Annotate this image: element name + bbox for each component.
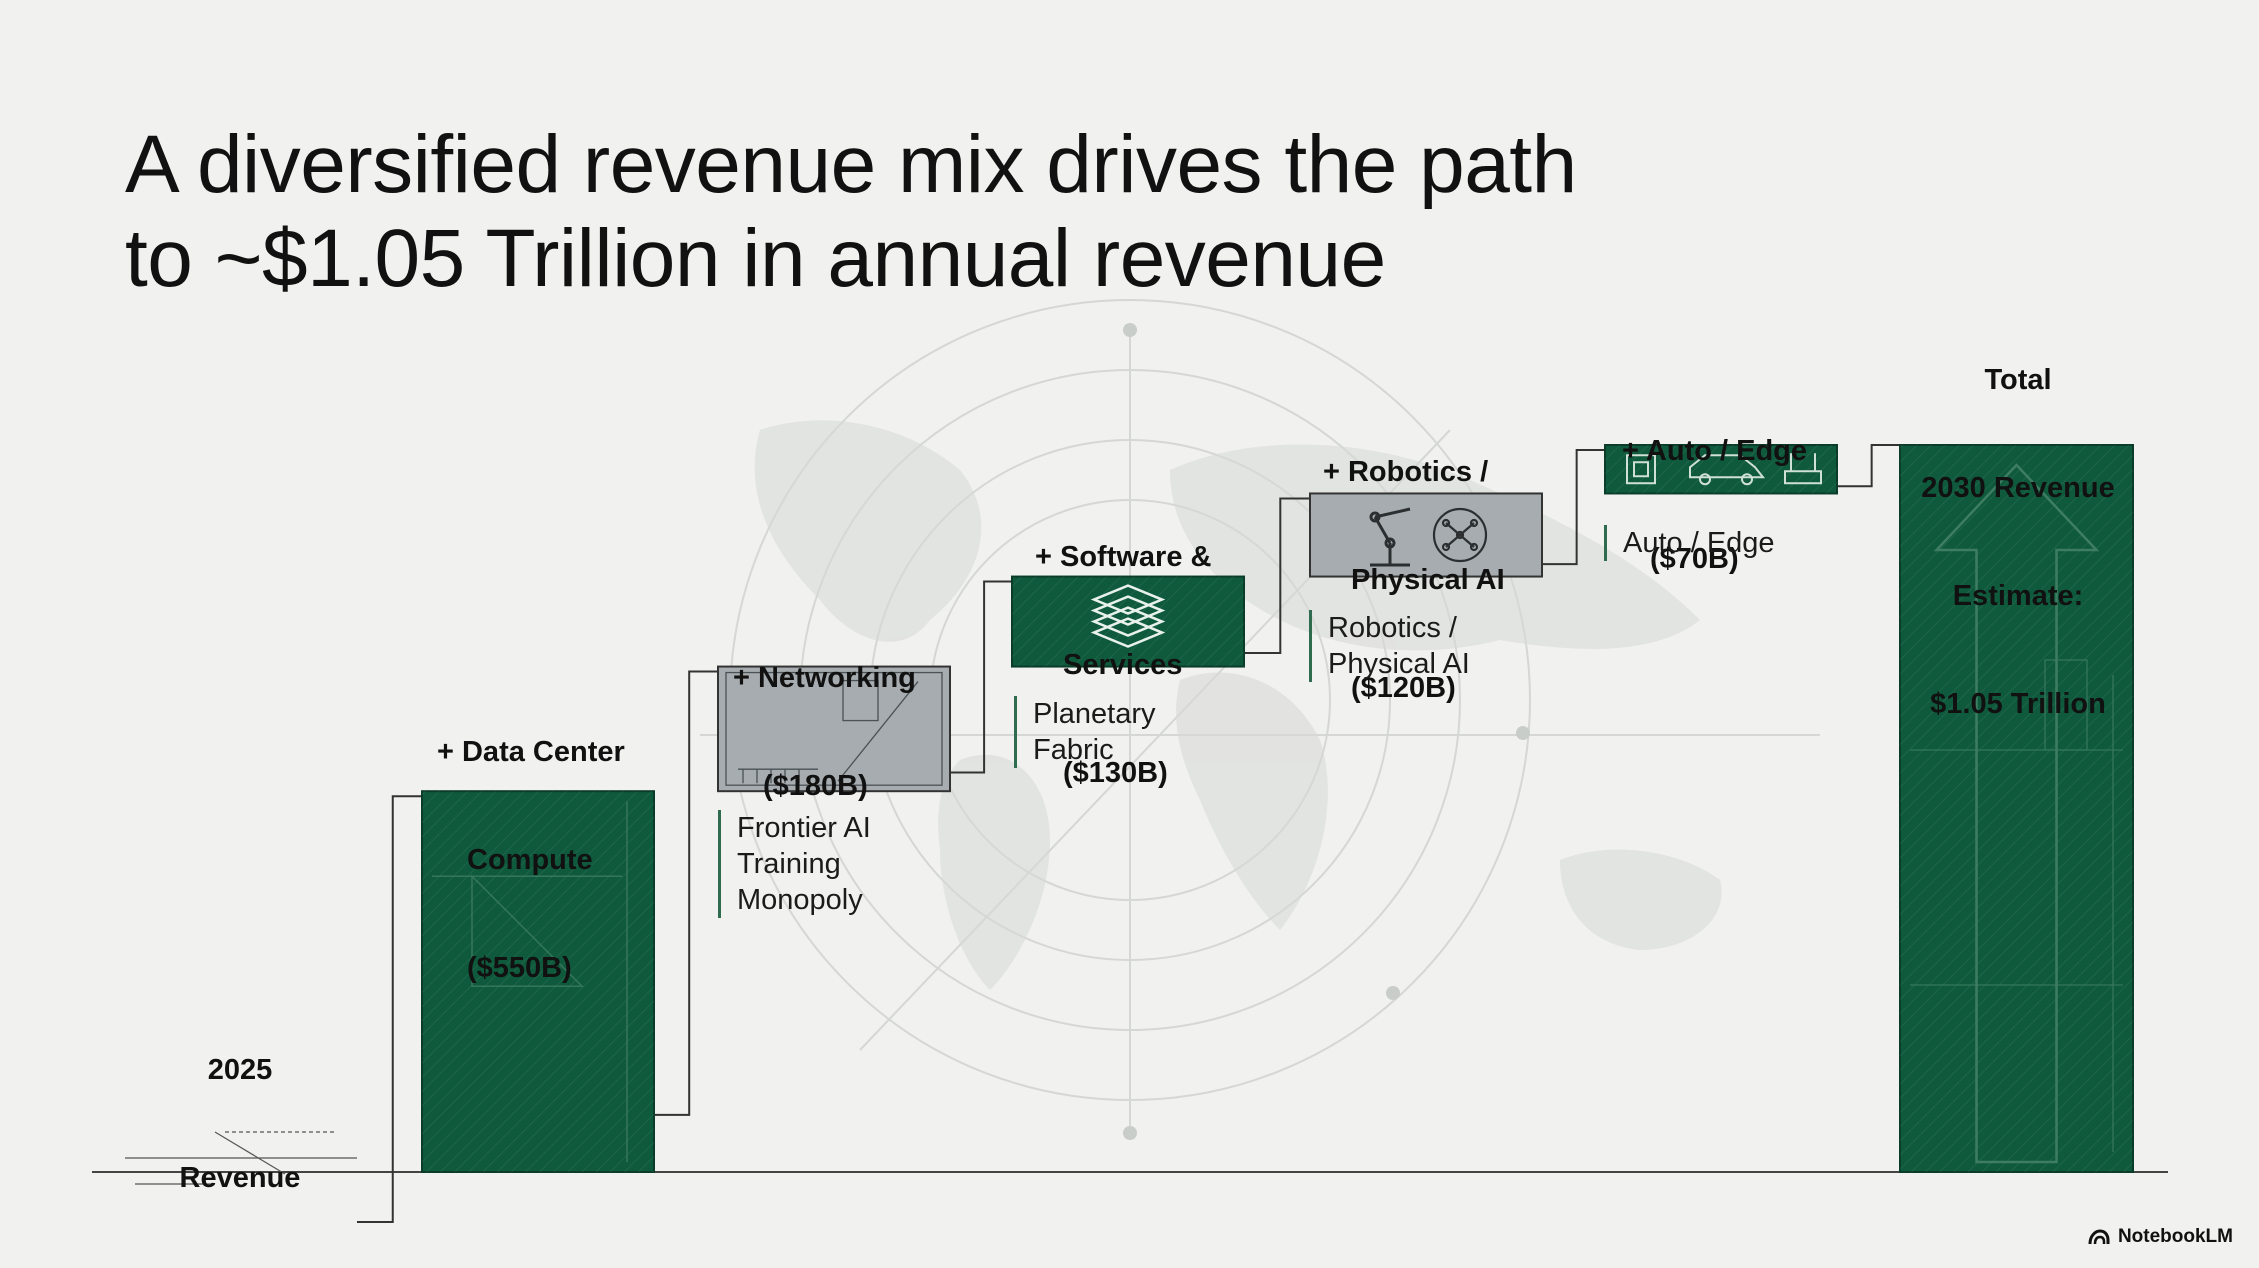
step-label-auto-edge-line-1: + Auto / Edge: [1622, 435, 1808, 467]
slide-title: A diversified revenue mix drives the pat…: [125, 118, 1577, 306]
step-label-auto-edge: + Auto / Edge ($70B): [1622, 361, 1807, 649]
desc-robotics-line-2: Physical AI: [1328, 648, 1470, 680]
step-label-total-line-3: Estimate:: [1952, 580, 2084, 612]
data-center-blueprint: [432, 801, 628, 1162]
bar-step-1: [421, 790, 655, 1173]
router-icon: [1784, 453, 1822, 485]
connector-4: [1542, 449, 1605, 566]
bar-step-4: [1309, 492, 1543, 578]
desc-robotics-line-1: Robotics /: [1328, 612, 1457, 644]
neural-network-icon: [1432, 507, 1488, 563]
step-label-software-line-3: ($130B): [1063, 757, 1168, 789]
desc-networking-line-1: Frontier AI: [737, 812, 871, 844]
step-label-data-center-line-2: Compute: [467, 844, 593, 876]
branding: NotebookLM: [2088, 1226, 2233, 1248]
blueprint-diagram-icon: [725, 671, 943, 786]
notebooklm-logo-icon: [2088, 1229, 2110, 1245]
step-label-robotics-line-2: Physical AI: [1351, 564, 1505, 596]
chip-icon: [1626, 454, 1656, 485]
step-label-software-line-1: + Software &: [1035, 541, 1212, 573]
total-blueprint: [1910, 659, 2123, 1152]
step-label-robotics-line-3: ($120B): [1351, 672, 1456, 704]
connector-5: [1837, 444, 1900, 488]
desc-software-line-1: Planetary: [1033, 698, 1156, 730]
robot-arm-icon: [1369, 507, 1411, 567]
desc-networking: Frontier AI Training Monopoly: [718, 810, 871, 918]
step-label-data-center-line-1: + Data Center: [437, 736, 625, 768]
bar-step-5: [1604, 444, 1838, 495]
base-blueprint: [125, 1131, 357, 1185]
desc-networking-line-3: Monopoly: [737, 884, 863, 916]
step-label-auto-edge-line-2: ($70B): [1650, 543, 1739, 575]
desc-auto-edge-line-1: Auto / Edge: [1623, 527, 1775, 559]
bar-step-3: [1011, 575, 1245, 668]
bar-total: [1899, 444, 2134, 1173]
title-line-1: A diversified revenue mix drives the pat…: [125, 119, 1577, 210]
desc-robotics: Robotics / Physical AI: [1309, 610, 1470, 682]
step-label-data-center-line-3: ($550B): [467, 952, 572, 984]
step-label-software: + Software & Services ($130B): [1035, 467, 1211, 863]
auto-edge-icons: [1626, 453, 1822, 486]
layers-stack-icon: [1090, 584, 1166, 648]
step-label-total: Total 2030 Revenue Estimate: $1.05 Trill…: [1890, 290, 2146, 794]
step-label-networking: + Networking ($180B): [733, 588, 916, 876]
step-label-robotics: + Robotics / Physical AI ($120B): [1323, 382, 1505, 778]
desc-software-line-2: Fabric: [1033, 734, 1114, 766]
connector-0: [357, 795, 422, 1223]
desc-auto-edge: Auto / Edge: [1604, 525, 1775, 561]
connector-2: [950, 580, 1012, 774]
step-label-software-line-2: Services: [1063, 649, 1183, 681]
step-label-robotics-line-1: + Robotics /: [1323, 456, 1489, 488]
step-label-base: 2025 Revenue: [160, 980, 320, 1268]
step-label-networking-line-2: ($180B): [763, 770, 868, 802]
connector-1: [654, 670, 718, 1116]
step-label-total-line-2: 2030 Revenue: [1921, 472, 2115, 504]
step-label-base-line-1: 2025: [207, 1054, 273, 1086]
step-label-networking-line-1: + Networking: [733, 662, 916, 694]
up-arrow-icon: [1933, 463, 2100, 1164]
step-label-total-line-4: $1.05 Trillion: [1930, 688, 2106, 720]
step-label-data-center: + Data Center Compute ($550B): [437, 662, 625, 1058]
desc-networking-line-2: Training: [737, 848, 841, 880]
desc-software: Planetary Fabric: [1014, 696, 1156, 768]
step-label-total-line-1: Total: [1984, 364, 2052, 396]
branding-label: NotebookLM: [2117, 1226, 2233, 1247]
car-icon: [1689, 454, 1766, 479]
connector-3: [1244, 497, 1310, 655]
step-label-base-line-2: Revenue: [179, 1162, 301, 1194]
title-line-2: to ~$1.05 Trillion in annual revenue: [125, 213, 1386, 304]
